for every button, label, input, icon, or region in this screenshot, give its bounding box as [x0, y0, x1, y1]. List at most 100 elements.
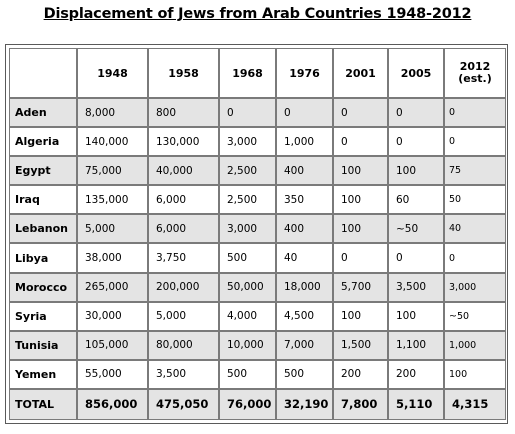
value-cell: 350	[276, 185, 333, 215]
value-cell: 0	[444, 127, 506, 157]
column-header: 1976	[276, 48, 333, 98]
data-table-frame: 1948 1958 1968 1976 2001 2005 2012 (est.) Aden 8…	[5, 44, 508, 424]
value-cell: 135,000	[77, 185, 148, 215]
value-cell: 500	[276, 359, 333, 389]
value-cell: 80,000	[148, 330, 219, 360]
value-cell: 0	[388, 243, 444, 273]
value-cell: 800	[148, 98, 219, 128]
value-cell: 75,000	[77, 156, 148, 186]
value-cell: 6,000	[148, 214, 219, 244]
value-cell: 0	[444, 243, 506, 273]
value-cell: 38,000	[77, 243, 148, 273]
table-body: Aden 8,000 800 0 0 0 0 0 Algeria 140,000 130,000 3,…	[9, 98, 506, 420]
data-table: 1948 1958 1968 1976 2001 2005 2012 (est.) Aden 8…	[9, 48, 506, 420]
value-cell: 0	[333, 243, 388, 273]
value-cell: ~50	[388, 214, 444, 244]
value-cell: 3,750	[148, 243, 219, 273]
value-cell: 50	[444, 185, 506, 215]
total-cell: 7,800	[333, 388, 388, 420]
table-row: Egypt 75,000 40,000 2,500 400 100 100 75	[9, 156, 506, 186]
column-header: 2001	[333, 48, 388, 98]
value-cell: 3,500	[388, 272, 444, 302]
value-cell: 5,700	[333, 272, 388, 302]
value-cell: 0	[388, 127, 444, 157]
value-cell: 50,000	[219, 272, 276, 302]
value-cell: 40,000	[148, 156, 219, 186]
value-cell: 100	[444, 359, 506, 389]
value-cell: 30,000	[77, 301, 148, 331]
table-row: Lebanon 5,000 6,000 3,000 400 100 ~50 40	[9, 214, 506, 244]
value-cell: 55,000	[77, 359, 148, 389]
header-row: 1948 1958 1968 1976 2001 2005 2012 (est.)	[9, 48, 506, 98]
country-cell: Lebanon	[9, 214, 77, 244]
value-cell: 7,000	[276, 330, 333, 360]
total-cell: 856,000	[77, 388, 148, 420]
country-cell: Iraq	[9, 185, 77, 215]
total-cell: 76,000	[219, 388, 276, 420]
total-cell: 5,110	[388, 388, 444, 420]
country-cell: Morocco	[9, 272, 77, 302]
table-title: Displacement of Jews from Arab Countries…	[43, 6, 472, 22]
value-cell: 100	[388, 301, 444, 331]
value-cell: 130,000	[148, 127, 219, 157]
column-header: 1948	[77, 48, 148, 98]
value-cell: 1,000	[276, 127, 333, 157]
total-label: TOTAL	[9, 388, 77, 420]
total-cell: 4,315	[444, 388, 506, 420]
value-cell: 6,000	[148, 185, 219, 215]
table-row: Iraq 135,000 6,000 2,500 350 100 60 50	[9, 185, 506, 215]
column-header: 1958	[148, 48, 219, 98]
value-cell: 0	[276, 98, 333, 128]
value-cell: 2,500	[219, 185, 276, 215]
value-cell: 3,500	[148, 359, 219, 389]
value-cell: 4,500	[276, 301, 333, 331]
table-row: Tunisia 105,000 80,000 10,000 7,000 1,500 1,10…	[9, 330, 506, 360]
value-cell: 100	[333, 301, 388, 331]
column-header: 2012 (est.)	[444, 48, 506, 98]
value-cell: 75	[444, 156, 506, 186]
value-cell: 4,000	[219, 301, 276, 331]
country-cell: Yemen	[9, 359, 77, 389]
country-cell: Syria	[9, 301, 77, 331]
value-cell: 3,000	[444, 272, 506, 302]
value-cell: 5,000	[77, 214, 148, 244]
country-cell: Algeria	[9, 127, 77, 157]
value-cell: 200,000	[148, 272, 219, 302]
table-row: Libya 38,000 3,750 500 40 0 0 0	[9, 243, 506, 273]
column-header: 1968	[219, 48, 276, 98]
total-cell: 32,190	[276, 388, 333, 420]
value-cell: 40	[276, 243, 333, 273]
column-header: 2005	[388, 48, 444, 98]
value-cell: 400	[276, 156, 333, 186]
value-cell: 1,000	[444, 330, 506, 360]
value-cell: 500	[219, 243, 276, 273]
value-cell: 100	[333, 214, 388, 244]
corner-cell	[9, 48, 77, 98]
value-cell: 200	[333, 359, 388, 389]
value-cell: 60	[388, 185, 444, 215]
value-cell: 100	[333, 185, 388, 215]
value-cell: 0	[444, 98, 506, 128]
value-cell: 0	[333, 127, 388, 157]
value-cell: 1,100	[388, 330, 444, 360]
value-cell: 0	[219, 98, 276, 128]
value-cell: 140,000	[77, 127, 148, 157]
value-cell: ~50	[444, 301, 506, 331]
value-cell: 3,000	[219, 214, 276, 244]
country-cell: Tunisia	[9, 330, 77, 360]
table-row: Aden 8,000 800 0 0 0 0 0	[9, 98, 506, 128]
value-cell: 40	[444, 214, 506, 244]
table-row: Yemen 55,000 3,500 500 500 200 200 100	[9, 359, 506, 389]
table-row: Algeria 140,000 130,000 3,000 1,000 0 0 0	[9, 127, 506, 157]
value-cell: 105,000	[77, 330, 148, 360]
total-row: TOTAL 856,000 475,050 76,000 32,190 7,800 5,11…	[9, 388, 506, 420]
value-cell: 265,000	[77, 272, 148, 302]
country-cell: Aden	[9, 98, 77, 128]
value-cell: 2,500	[219, 156, 276, 186]
value-cell: 0	[388, 98, 444, 128]
value-cell: 100	[388, 156, 444, 186]
value-cell: 8,000	[77, 98, 148, 128]
value-cell: 0	[333, 98, 388, 128]
value-cell: 200	[388, 359, 444, 389]
country-cell: Libya	[9, 243, 77, 273]
